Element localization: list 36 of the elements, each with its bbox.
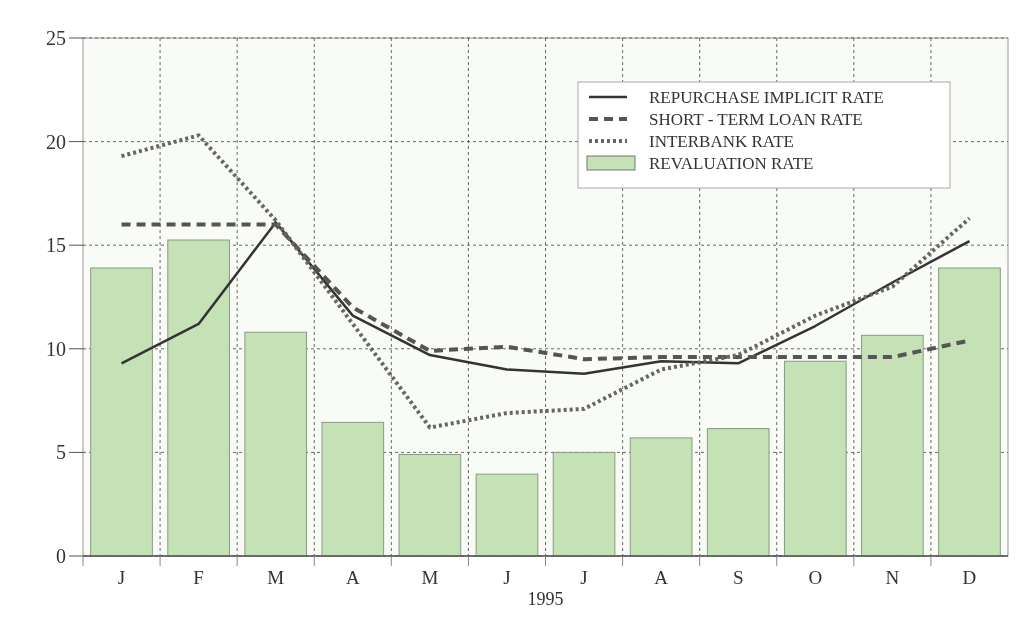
x-tick-label: S [732, 567, 744, 588]
legend-label: REVALUATION RATE [649, 153, 814, 173]
bar [475, 473, 539, 557]
legend-label: REPURCHASE IMPLICIT RATE [649, 87, 884, 107]
legend-label: INTERBANK RATE [649, 131, 794, 151]
x-tick-label: M [421, 567, 439, 588]
x-tick-label: O [808, 567, 823, 588]
x-tick-label: D [962, 567, 977, 588]
x-axis-title: 1995 [527, 589, 564, 609]
bar [90, 267, 153, 557]
bar [938, 267, 1001, 557]
y-tick-label: 5 [56, 441, 66, 464]
y-tick-label: 25 [46, 27, 66, 49]
bar [629, 437, 693, 557]
legend-label: SHORT - TERM LOAN RATE [649, 109, 863, 129]
y-tick-label: 15 [46, 234, 66, 257]
y-tick-label: 10 [46, 337, 66, 360]
bar [552, 451, 616, 557]
x-tick-label: J [580, 567, 588, 588]
y-tick-label: 20 [46, 130, 66, 153]
bar [321, 421, 385, 557]
x-tick-label: J [503, 567, 511, 588]
bar [861, 334, 924, 557]
line-series [119, 133, 972, 430]
y-tick-label: 0 [56, 545, 66, 567]
bar [706, 428, 770, 557]
x-tick-label: F [193, 567, 204, 588]
x-tick-label: N [885, 567, 900, 588]
bar [783, 360, 847, 557]
bar [167, 239, 230, 557]
bar [398, 453, 462, 557]
x-tick-label: A [654, 567, 669, 588]
x-tick-label: M [267, 567, 285, 588]
x-tick-label: A [345, 567, 360, 588]
x-tick-label: J [117, 567, 126, 588]
bar [244, 331, 308, 557]
